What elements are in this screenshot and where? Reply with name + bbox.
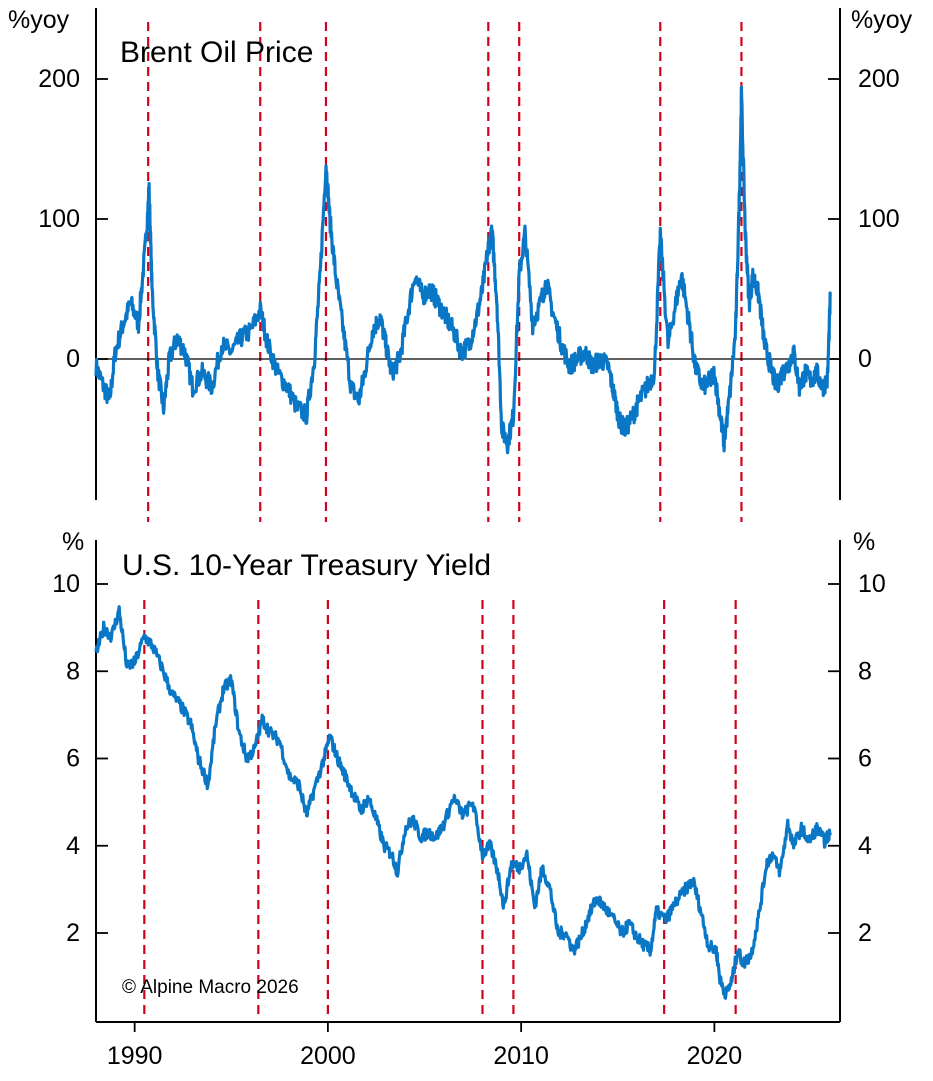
copyright-notice: © Alpine Macro 2026 [122,977,299,998]
bottom-right-tick-label-0: 2 [858,919,872,947]
bottom-right-tick-label-3: 8 [858,657,872,685]
top-right-tick-label-1: 100 [858,205,900,233]
bottom-left-unit-label: % [62,528,84,556]
bottom-right-tick-label-1: 4 [858,832,872,860]
x-tick-label-0: 1990 [107,1042,163,1070]
x-tick-label-2: 2010 [493,1042,549,1070]
bottom-left-tick-label-1: 4 [66,832,80,860]
bottom-y-ticks: 2 2 4 4 6 6 8 8 10 10 [52,570,886,947]
x-axis-ticks: 1990 2000 2010 2020 [107,1022,742,1070]
top-recession-markers [147,22,743,522]
top-panel-title: Brent Oil Price [120,36,313,69]
bottom-left-tick-label-2: 6 [66,745,80,773]
bottom-recession-markers [143,600,737,1015]
top-right-unit-label: %yoy [851,6,913,34]
bottom-left-tick-label-3: 8 [66,657,80,685]
brent-oil-series-line [94,85,832,455]
treasury-yield-series-line [94,605,832,1000]
x-tick-label-1: 2000 [300,1042,356,1070]
bottom-left-tick-label-4: 10 [52,570,80,598]
bottom-left-tick-label-0: 2 [66,919,80,947]
bottom-right-tick-label-2: 6 [858,745,872,773]
top-left-tick-label-2: 200 [38,65,80,93]
bottom-panel-title: U.S. 10-Year Treasury Yield [122,549,491,582]
treasury-yield-panel: 2 2 4 4 6 6 8 8 10 10 1990 2000 2010 2020 % % U.S. 1… [52,528,886,1070]
top-y-ticks: 0 0 100 100 200 200 [38,65,899,373]
top-left-tick-label-0: 0 [66,345,80,373]
bottom-right-unit-label: % [853,528,875,556]
bottom-right-tick-label-4: 10 [858,570,886,598]
top-left-tick-label-1: 100 [38,205,80,233]
top-right-tick-label-2: 200 [858,65,900,93]
top-left-unit-label: %yoy [8,6,70,34]
x-tick-label-3: 2020 [687,1042,743,1070]
top-right-tick-label-0: 0 [858,345,872,373]
brent-oil-panel: 0 0 100 100 200 200 %yoy %yoy Brent Oil Price [8,6,913,522]
